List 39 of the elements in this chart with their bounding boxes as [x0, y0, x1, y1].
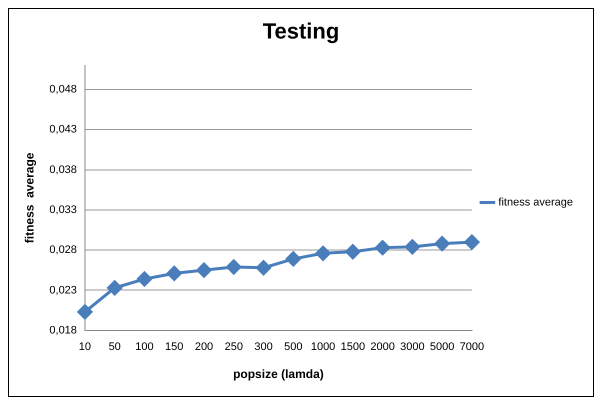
point [316, 246, 331, 261]
x-tick-label: 200 [194, 341, 214, 354]
point [256, 260, 272, 276]
point [345, 244, 360, 260]
y-tick-label: 0,043 [49, 124, 77, 136]
x-tick-label: 150 [165, 341, 184, 354]
x-tick-label: 500 [284, 341, 302, 354]
y-tick-label: 0,038 [49, 164, 77, 176]
point [464, 234, 480, 250]
x-tick-label: 1500 [340, 341, 366, 354]
chart-title: Testing [262, 18, 340, 44]
x-tick-label: 100 [135, 341, 154, 354]
point [107, 280, 122, 296]
point [434, 236, 450, 252]
y-tick-label: 0,023 [49, 284, 77, 296]
x-tick-label: 300 [254, 341, 273, 354]
point [226, 259, 242, 274]
point [136, 272, 152, 287]
x-tick-label: 2000 [370, 341, 395, 354]
x-tick-label: 250 [224, 341, 243, 354]
point [404, 239, 420, 254]
y-tick-label: 0,028 [49, 244, 77, 256]
point [286, 251, 301, 266]
x-tick-label: 1000 [310, 341, 336, 354]
x-tick-label: 3000 [400, 341, 425, 354]
y-tick-label: 0,048 [49, 84, 77, 96]
point [77, 304, 92, 320]
x-tick-label: 7000 [460, 341, 484, 354]
y-axis-title: fitness average [22, 152, 37, 244]
y-tick-label: 0,018 [49, 324, 77, 336]
point [196, 262, 212, 278]
x-tick-label: 10 [78, 341, 92, 354]
point [375, 240, 390, 256]
point [166, 266, 182, 281]
y-tick-label: 0,033 [49, 204, 77, 216]
x-tick-label: 5000 [430, 341, 454, 354]
x-tick-label: 50 [108, 341, 121, 354]
x-axis-title: popsize (lamda) [233, 367, 324, 382]
legend-label: fitness average [498, 196, 574, 209]
